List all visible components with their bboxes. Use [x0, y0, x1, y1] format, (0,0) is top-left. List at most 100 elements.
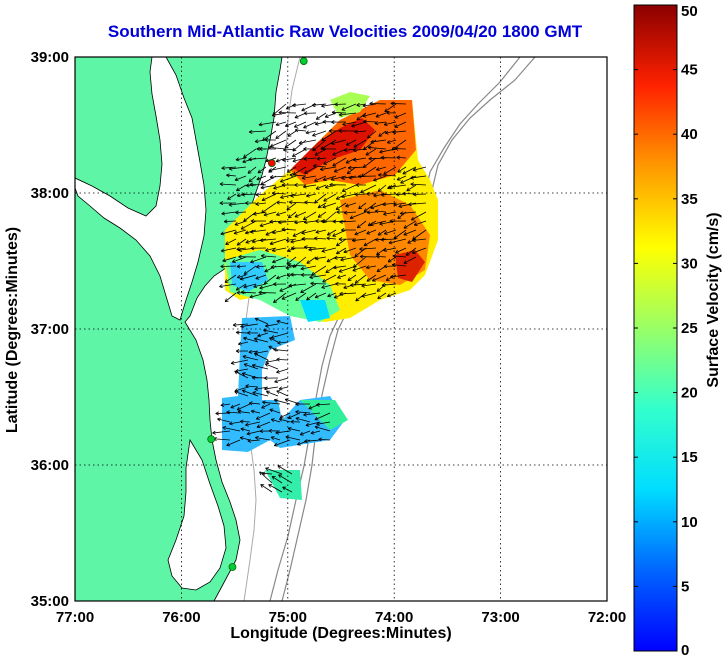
velocity-arrow-head — [333, 265, 337, 269]
velocity-arrow-head — [332, 151, 336, 156]
velocity-arrow-head — [345, 142, 349, 146]
velocity-arrow-head — [225, 300, 229, 303]
velocity-arrow — [412, 247, 427, 254]
velocity-arrow-head — [273, 349, 277, 352]
velocity-arrow-head — [335, 206, 339, 210]
velocity-arrow-head — [248, 131, 253, 134]
velocity-arrow-head — [256, 146, 260, 150]
velocity-arrow-head — [269, 337, 272, 341]
velocity-arrow — [229, 421, 241, 425]
velocity-arrow-head — [292, 160, 297, 163]
velocity-arrow-head — [266, 391, 269, 395]
velocity-arrow-head — [250, 259, 254, 263]
velocity-arrow-head — [390, 274, 394, 278]
velocity-arrow — [315, 184, 327, 190]
velocity-arrow-head — [270, 265, 275, 268]
velocity-arrow — [224, 220, 237, 222]
velocity-arrow-head — [356, 104, 361, 107]
velocity-arrow-head — [222, 260, 227, 263]
velocity-arrow — [271, 476, 283, 484]
velocity-arrow-head — [274, 381, 279, 384]
velocity-arrow — [226, 439, 241, 446]
velocity-arrow-head — [412, 238, 416, 241]
velocity-arrow-head — [292, 103, 296, 106]
velocity-arrow-head — [287, 133, 290, 137]
velocity-arrow-head — [332, 162, 335, 167]
velocity-arrow — [278, 112, 297, 114]
velocity-arrow-head — [247, 440, 252, 443]
velocity-arrow-head — [341, 229, 345, 233]
velocity-arrow-head — [377, 188, 380, 192]
velocity-arrow — [243, 337, 259, 343]
velocity-arrow-head — [259, 429, 264, 432]
velocity-arrow — [292, 103, 307, 107]
velocity-arrow — [327, 229, 337, 236]
velocity-arrow-head — [315, 116, 319, 120]
velocity-arrow-head — [312, 149, 317, 152]
velocity-arrow-head — [314, 121, 319, 125]
velocity-arrow-head — [260, 185, 264, 189]
velocity-arrow — [363, 238, 377, 247]
velocity-arrow-head — [386, 139, 390, 144]
velocity-arrow-head — [396, 176, 400, 181]
velocity-arrow-head — [245, 242, 250, 244]
velocity-arrow-head — [234, 390, 239, 393]
velocity-arrow — [236, 332, 249, 334]
velocity-arrow — [251, 410, 261, 414]
velocity-arrow — [342, 121, 357, 126]
velocity-arrow-head — [290, 246, 295, 249]
velocity-arrow — [320, 166, 337, 170]
velocity-arrow-head — [228, 168, 233, 171]
velocity-arrow-head — [260, 187, 265, 190]
velocity-arrow-head — [410, 177, 414, 180]
velocity-arrow-head — [337, 277, 341, 279]
y-tick-label: 39:00 — [31, 49, 69, 66]
velocity-arrow-head — [274, 445, 278, 447]
velocity-arrow — [403, 220, 417, 229]
velocity-arrow-head — [348, 167, 352, 170]
velocity-arrow-head — [228, 166, 233, 170]
velocity-arrow-head — [306, 260, 309, 264]
velocity-arrow — [336, 238, 347, 247]
velocity-arrow-head — [273, 283, 277, 287]
velocity-arrow — [266, 391, 279, 397]
velocity-arrow-head — [340, 257, 344, 261]
velocity-arrow — [396, 156, 407, 159]
velocity-arrow — [314, 237, 327, 240]
velocity-arrow — [339, 292, 357, 295]
velocity-arrow — [351, 121, 367, 127]
velocity-arrow — [222, 256, 237, 262]
velocity-arrow-head — [376, 169, 380, 172]
velocity-arrow-head — [388, 240, 392, 244]
velocity-arrow-head — [331, 111, 336, 115]
velocity-arrow-head — [345, 206, 350, 208]
y-tick-label: 37:00 — [31, 321, 69, 338]
velocity-arrow-head — [377, 295, 380, 299]
velocity-arrow-head — [262, 401, 266, 405]
velocity-arrow-head — [317, 204, 321, 208]
velocity-arrow-head — [256, 148, 260, 151]
velocity-arrow — [387, 256, 397, 263]
velocity-arrow-head — [276, 202, 280, 205]
velocity-arrow-head — [261, 471, 266, 474]
velocity-arrow-head — [383, 122, 388, 126]
velocity-arrow-head — [268, 346, 272, 350]
velocity-arrow-head — [263, 214, 268, 217]
velocity-arrow-head — [276, 161, 280, 163]
velocity-arrow-head — [412, 240, 416, 243]
velocity-arrow — [366, 274, 377, 282]
velocity-arrow-head — [229, 421, 233, 425]
velocity-arrow — [274, 439, 291, 447]
velocity-arrow-head — [250, 246, 255, 249]
velocity-arrow-head — [295, 416, 300, 419]
velocity-arrow-head — [236, 195, 241, 198]
velocity-arrow-head — [236, 187, 239, 191]
velocity-arrow-head — [361, 285, 366, 288]
velocity-arrow-head — [235, 159, 240, 162]
velocity-arrow-head — [248, 349, 252, 353]
velocity-arrow-head — [405, 252, 408, 256]
velocity-arrow-head — [258, 290, 263, 293]
velocity-arrow-head — [356, 119, 361, 121]
velocity-arrow-head — [254, 141, 259, 144]
